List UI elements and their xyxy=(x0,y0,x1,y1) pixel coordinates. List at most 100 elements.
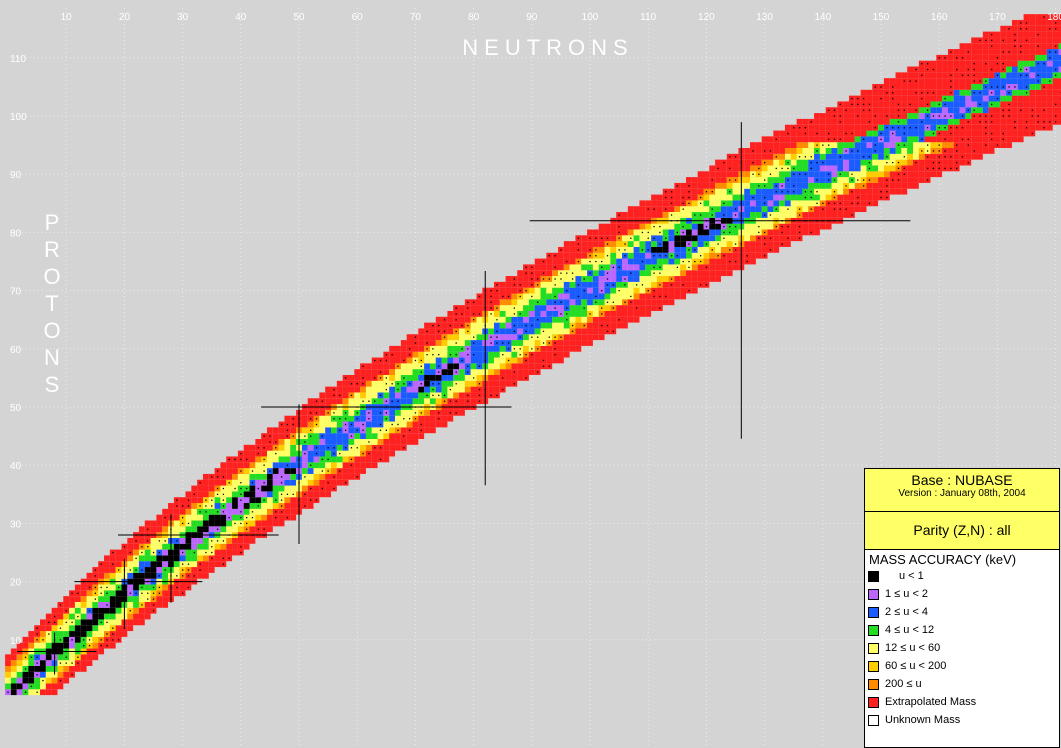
nuclide-dot xyxy=(967,51,969,53)
nuclide-cell xyxy=(773,171,780,178)
nuclide-dot xyxy=(932,132,935,135)
nuclide-cell xyxy=(237,537,244,544)
nuclide-cell xyxy=(191,520,198,527)
nuclide-cell xyxy=(127,584,134,591)
nuclide-dot xyxy=(222,563,225,565)
nuclide-dot xyxy=(804,173,807,175)
nuclide-cell xyxy=(197,543,203,550)
nuclide-dot xyxy=(257,487,259,490)
nuclide-cell xyxy=(720,165,727,172)
nuclide-cell xyxy=(546,287,553,294)
nuclide-cell xyxy=(802,229,809,236)
nuclide-cell xyxy=(686,229,692,236)
nuclide-cell xyxy=(1052,54,1059,61)
nuclide-cell xyxy=(156,561,163,568)
nuclide-dot xyxy=(688,290,690,292)
nuclide-cell xyxy=(668,264,675,271)
nuclide-cell xyxy=(744,194,751,201)
nuclide-dot xyxy=(251,511,254,513)
nuclide-cell xyxy=(226,485,233,492)
nuclide-cell xyxy=(610,252,617,259)
nuclide-dot xyxy=(1002,115,1004,117)
nuclide-cell xyxy=(447,369,454,375)
nuclide-dot xyxy=(688,196,690,199)
nuclide-cell xyxy=(499,305,506,311)
nuclide-cell xyxy=(988,49,995,55)
nuclide-cell xyxy=(784,200,791,207)
nuclide-cell xyxy=(92,619,99,626)
nuclide-dot xyxy=(653,255,655,257)
nuclide-cell xyxy=(1029,66,1036,73)
nuclide-cell xyxy=(424,334,430,341)
nuclide-cell xyxy=(924,171,931,178)
nuclide-dot xyxy=(106,633,108,635)
nuclide-dot xyxy=(531,295,533,298)
nuclide-cell xyxy=(412,386,419,393)
nuclide-cell xyxy=(429,363,436,370)
nuclide-cell xyxy=(627,206,634,213)
nuclide-cell xyxy=(703,200,710,207)
nuclide-cell xyxy=(266,456,273,463)
nuclide-cell xyxy=(819,113,826,119)
nuclide-dot xyxy=(857,150,859,152)
nuclide-cell xyxy=(709,258,716,265)
nuclide-cell xyxy=(598,276,605,282)
nuclide-dot xyxy=(828,173,830,175)
nuclide-dot xyxy=(490,307,492,309)
nuclide-cell xyxy=(750,241,756,247)
nuclide-cell xyxy=(639,241,646,247)
nuclide-cell xyxy=(668,287,675,294)
nuclide-dot xyxy=(926,144,929,146)
nuclide-cell xyxy=(557,305,564,311)
nuclide-cell xyxy=(942,78,948,84)
nuclide-cell xyxy=(895,148,902,154)
nuclide-cell xyxy=(587,299,593,306)
nuclide-dot xyxy=(985,121,987,123)
nuclide-dot xyxy=(100,563,102,565)
nuclide-dot xyxy=(362,383,364,385)
nuclide-dot xyxy=(339,452,341,455)
nuclide-dot xyxy=(216,540,219,542)
nuclide-cell xyxy=(907,177,914,183)
nuclide-cell xyxy=(1046,95,1053,102)
nuclide-cell xyxy=(278,520,285,527)
nuclide-cell xyxy=(138,596,145,602)
nuclide-cell xyxy=(121,631,128,637)
nuclide-cell xyxy=(540,299,547,306)
nuclide-dot xyxy=(187,586,190,589)
nuclide-cell xyxy=(913,171,919,178)
nuclide-cell xyxy=(371,456,378,463)
nuclide-cell xyxy=(226,508,233,515)
nuclide-dot xyxy=(461,348,463,350)
nuclide-cell xyxy=(173,520,180,527)
nuclide-cell xyxy=(592,305,599,311)
nuclide-cell xyxy=(901,83,908,90)
nuclide-cell xyxy=(965,148,972,154)
nuclide-cell xyxy=(563,299,570,306)
nuclide-dot xyxy=(379,394,382,397)
nuclide-dot xyxy=(71,674,73,676)
nuclide-cell xyxy=(994,31,1001,38)
nuclide-cell xyxy=(971,37,978,44)
nuclide-cell xyxy=(796,148,803,154)
nuclide-cell xyxy=(831,142,838,149)
nuclide-dot xyxy=(350,423,353,426)
nuclide-dot xyxy=(985,144,987,146)
nuclide-cell xyxy=(202,526,209,533)
nuclide-cell xyxy=(994,130,1001,137)
nuclide-cell xyxy=(144,561,151,568)
nuclide-cell xyxy=(598,270,605,277)
nuclide-dot xyxy=(391,423,393,426)
nuclide-cell xyxy=(348,427,355,434)
nuclide-dot xyxy=(222,499,225,501)
nuclide-dot xyxy=(158,540,161,542)
nuclide-cell xyxy=(994,66,1001,73)
nuclide-cell xyxy=(645,310,652,317)
nuclide-cell xyxy=(1023,130,1030,137)
nuclide-cell xyxy=(936,95,943,102)
nuclide-cell xyxy=(150,572,157,579)
nuclide-cell xyxy=(639,310,646,317)
nuclide-cell xyxy=(662,200,669,207)
nuclide-cell xyxy=(686,281,692,288)
nuclide-dot xyxy=(874,86,876,88)
